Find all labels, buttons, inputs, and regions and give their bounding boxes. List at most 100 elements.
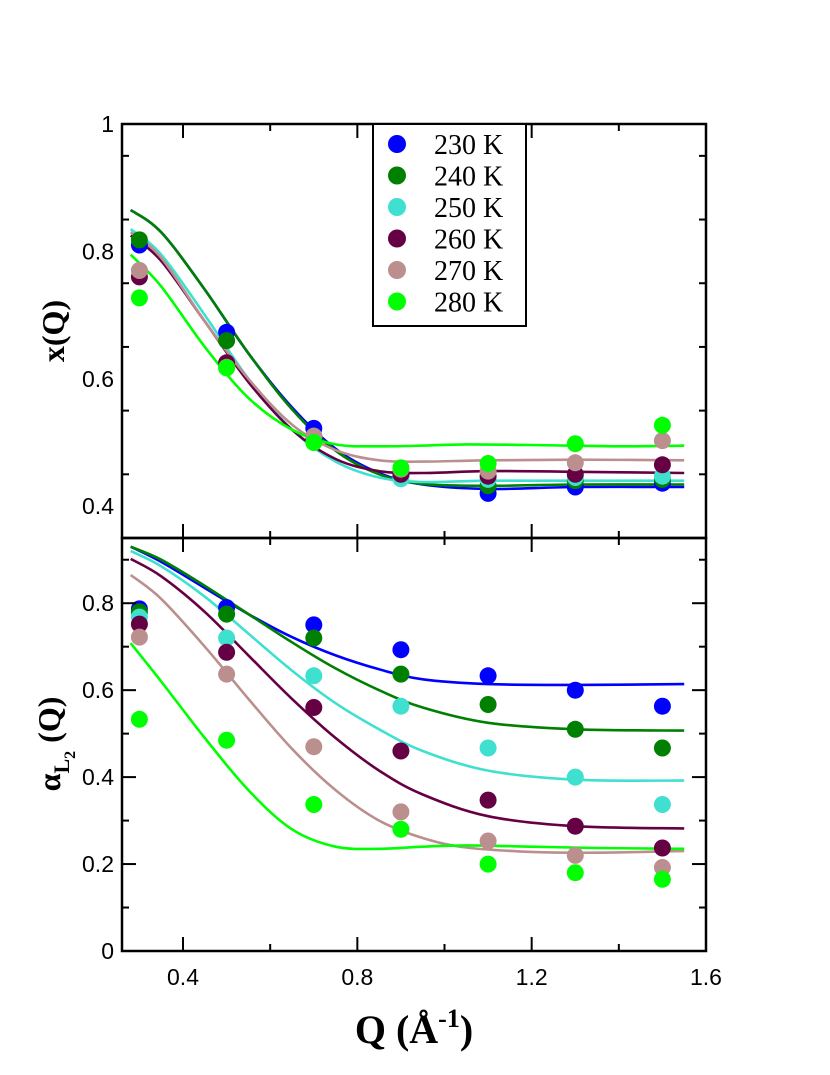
ylabel-sub-L: L <box>49 759 74 774</box>
legend-label-240k: 240 K <box>434 162 503 193</box>
bottom-point-240k-3 <box>392 665 410 683</box>
bottom-fit-line-230k <box>130 545 685 687</box>
xtick-label: 0.8 <box>341 964 373 990</box>
bottom-point-270k-1 <box>218 665 236 683</box>
bottom-point-240k-6 <box>653 739 671 757</box>
bottom-point-280k-4 <box>479 855 497 873</box>
top-point-240k-0 <box>130 231 148 249</box>
bottom-point-260k-0 <box>130 615 148 633</box>
top-fit-line-240k <box>129 208 685 488</box>
bottom-fit-line-250k <box>130 549 685 783</box>
bottom-fit-line-260k <box>130 557 685 830</box>
top-panel: 0.4 0.6 0.8 1 x(Q) <box>35 111 708 540</box>
legend-marker-250k <box>388 198 406 216</box>
legend-label-260k: 260 K <box>434 225 503 256</box>
bottom-point-280k-6 <box>653 870 671 888</box>
bottom-ytick-label: 0.4 <box>82 764 114 790</box>
xtick-label: 0.4 <box>167 964 199 990</box>
ylabel-alpha: α <box>31 773 67 791</box>
top-fit-lines <box>129 208 685 491</box>
bottom-axis-ticks: 0 0.2 0.4 0.6 0.8 0.4 0.8 1.2 1.6 <box>82 538 722 990</box>
bottom-point-260k-1 <box>218 643 236 661</box>
bottom-point-250k-4 <box>479 739 497 757</box>
top-y-axis-label: x(Q) <box>35 300 71 362</box>
top-ytick-label: 0.4 <box>82 493 114 519</box>
top-ytick-label: 0.8 <box>82 238 114 264</box>
bottom-ytick-label: 0 <box>101 938 114 964</box>
bottom-fit-line-270k <box>129 573 685 855</box>
legend-label-230k: 230 K <box>434 130 503 161</box>
top-point-270k-5 <box>566 454 584 472</box>
ylabel-sub-2: 2 <box>62 751 79 759</box>
top-point-280k-2 <box>305 434 323 451</box>
xtick-label: 1.2 <box>516 964 548 990</box>
bottom-point-280k-0 <box>130 710 148 728</box>
bottom-point-270k-5 <box>566 846 584 864</box>
top-point-280k-1 <box>218 359 236 377</box>
bottom-point-270k-4 <box>479 832 497 850</box>
bottom-point-230k-4 <box>479 667 497 685</box>
bottom-fit-line-240k <box>130 545 685 732</box>
legend-box <box>372 123 527 327</box>
bottom-point-270k-3 <box>392 803 410 821</box>
xlabel-tail: ) <box>460 1007 473 1052</box>
top-point-280k-0 <box>130 289 148 307</box>
bottom-fit-lines <box>129 545 685 855</box>
bottom-ytick-label: 0.2 <box>82 851 114 877</box>
svg-text:αL2 (Q): αL2 (Q) <box>31 697 79 792</box>
bottom-ytick-label: 0.6 <box>82 677 114 703</box>
bottom-point-250k-3 <box>392 697 410 715</box>
bottom-point-230k-6 <box>653 697 671 715</box>
xlabel-superscript: -1 <box>438 1004 460 1033</box>
top-ytick-label: 0.6 <box>82 366 114 392</box>
bottom-point-240k-2 <box>305 629 323 647</box>
xtick-label: 1.6 <box>690 964 722 990</box>
bottom-ytick-label: 0.8 <box>82 590 114 616</box>
top-ytick-label: 1 <box>101 111 114 137</box>
top-point-280k-6 <box>653 416 671 434</box>
bottom-point-280k-5 <box>566 864 584 882</box>
legend-label-270k: 270 K <box>434 256 503 287</box>
legend-marker-260k <box>388 229 406 248</box>
top-point-280k-4 <box>479 455 497 472</box>
top-point-270k-6 <box>653 432 671 450</box>
bottom-point-230k-3 <box>392 641 410 659</box>
xlabel-main: Q (Å <box>355 1007 438 1052</box>
bottom-point-250k-2 <box>305 667 323 685</box>
top-fit-line-270k <box>129 231 685 463</box>
bottom-point-240k-1 <box>218 605 236 623</box>
legend-label-250k: 250 K <box>434 193 503 224</box>
bottom-y-axis-label: αL2 (Q) <box>31 697 79 792</box>
top-point-260k-6 <box>653 456 671 474</box>
bottom-data-points <box>130 599 671 888</box>
top-axis-ticks: 0.4 0.6 0.8 1 <box>82 111 707 539</box>
legend-marker-240k <box>388 166 406 185</box>
bottom-point-260k-5 <box>566 817 584 835</box>
bottom-point-240k-5 <box>566 720 584 738</box>
bottom-point-260k-2 <box>305 699 323 716</box>
bottom-plot-frame <box>120 536 708 953</box>
bottom-point-270k-6 <box>653 859 671 876</box>
bottom-point-260k-4 <box>479 791 497 809</box>
top-point-280k-5 <box>566 435 584 453</box>
bottom-panel: 0 0.2 0.4 0.6 0.8 0.4 0.8 1.2 1.6 αL2 (Q) <box>31 536 722 990</box>
legend-marker-270k <box>388 261 406 279</box>
bottom-point-270k-2 <box>305 738 323 756</box>
top-fit-line-250k <box>129 228 685 484</box>
bottom-fit-line-280k <box>129 642 685 851</box>
legend-marker-230k <box>388 135 406 153</box>
x-axis-label: Q (Å-1) <box>355 1004 473 1052</box>
legend-label-280k: 280 K <box>434 288 503 319</box>
legend-marker-280k <box>388 292 406 311</box>
bottom-point-280k-1 <box>218 731 236 749</box>
bottom-point-250k-5 <box>566 768 584 786</box>
ylabel-tail: (Q) <box>31 697 67 751</box>
bottom-point-230k-2 <box>305 616 323 634</box>
bottom-point-270k-0 <box>130 628 148 646</box>
bottom-point-250k-1 <box>218 629 236 647</box>
bottom-point-280k-3 <box>392 820 410 838</box>
bottom-point-260k-3 <box>392 742 410 760</box>
bottom-point-260k-6 <box>653 839 671 857</box>
bottom-point-250k-6 <box>653 796 671 813</box>
